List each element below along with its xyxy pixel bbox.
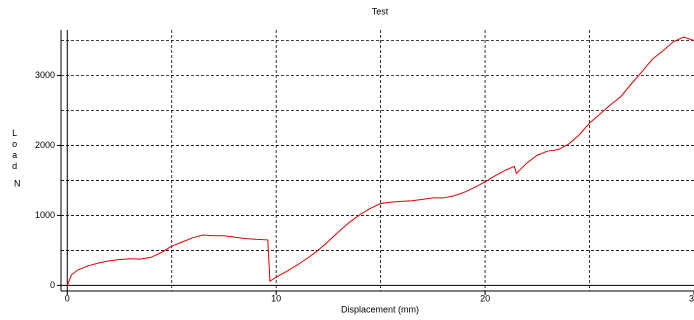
x-tick-label: 30	[689, 293, 694, 303]
y-tick-label: 2000	[35, 140, 55, 150]
x-tick-label: 10	[271, 293, 281, 303]
y-axis-unit: N	[14, 178, 21, 188]
x-axis-label: Displacement (mm)	[341, 304, 419, 314]
chart-title: Test	[372, 6, 389, 16]
y-axis-label: Load	[10, 128, 20, 172]
data-line	[66, 36, 694, 286]
x-tick-label: 20	[480, 293, 490, 303]
x-tick-label: 0	[65, 293, 70, 303]
y-tick-label: 0	[50, 280, 55, 290]
y-tick-label: 3000	[35, 70, 55, 80]
y-tick-label: 1000	[35, 210, 55, 220]
